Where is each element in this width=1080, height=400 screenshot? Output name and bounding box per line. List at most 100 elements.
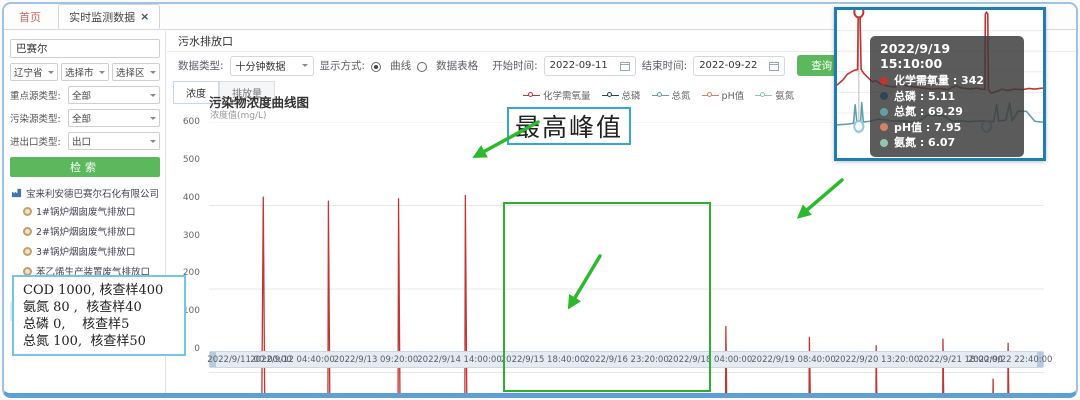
start-date-input[interactable]: 2022-09-11 — [543, 55, 636, 76]
legend-marker — [701, 91, 719, 99]
tree-outlet-label: 1#锅炉烟囱废气排放口 — [36, 207, 136, 218]
pollution-source-type-label: 污染源类型: — [10, 114, 61, 125]
legend-label: 总氮 — [671, 91, 691, 102]
highest-peak-label: 最高峰值 — [507, 107, 631, 145]
display-mode-label: 显示方式: — [319, 60, 366, 72]
legend-label: 氨氮 — [775, 91, 795, 102]
chevron-down-icon — [48, 70, 54, 77]
chart-legend: 化学需氧量 总磷 总氮 pH值 氨氮 — [523, 88, 794, 102]
gas-outlet-icon — [23, 226, 32, 236]
tab-realtime-data[interactable]: 实时监测数据 × — [58, 4, 161, 29]
gas-outlet-icon — [23, 266, 32, 276]
y-tick-label: 600 — [182, 117, 200, 127]
radio-data-table[interactable] — [417, 61, 428, 72]
radio-curve[interactable] — [371, 61, 382, 72]
province-select[interactable]: 辽宁省 — [10, 63, 58, 81]
chevron-down-icon — [150, 70, 156, 77]
gas-outlet-icon — [23, 206, 32, 216]
factory-icon — [11, 188, 22, 198]
x-tick-label: 2022/9/16 23:20:00 — [584, 355, 669, 365]
y-tick-label: 100 — [182, 306, 200, 317]
enterprise-search-input[interactable] — [10, 39, 160, 58]
tooltip-row-nh3n: 氨氮 : 6.07 — [880, 135, 1014, 151]
x-tick-label: 2022/9/14 14:00:00 — [417, 355, 502, 365]
tree-outlet-item[interactable]: 3#锅炉烟囱废气排放口 — [10, 241, 160, 261]
tab-home[interactable]: 首页 — [9, 4, 51, 29]
annotation-arrow — [796, 178, 844, 219]
outlet-type-value: 出口 — [72, 137, 92, 148]
query-button[interactable]: 查询 — [797, 55, 847, 76]
data-type-select[interactable]: 十分钟数据 — [229, 55, 314, 76]
district-select-value: 选择区 — [116, 68, 145, 79]
note-line: 总磷 0, 核查样5 — [23, 317, 130, 332]
key-source-type-select[interactable]: 全部 — [68, 86, 160, 104]
data-type-value: 十分钟数据 — [235, 62, 286, 73]
y-axis-unit: 浓度值(mg/L) — [210, 111, 267, 121]
tree-outlet-item[interactable]: 1#锅炉烟囱废气排放口 — [10, 201, 160, 221]
tooltip-row-text: 总磷 : 5.11 — [894, 89, 956, 103]
series-dot-icon — [880, 76, 888, 85]
x-tick-label: 2022/9/13 09:20:00 — [333, 355, 419, 365]
zoomed-inset-panel: 2022/9/19 15:10:00 化学需氧量 : 342 总磷 : 5.11… — [834, 7, 1046, 161]
legend-item-ph[interactable]: pH值 — [701, 88, 744, 102]
legend-item-nh3n[interactable]: 氨氮 — [755, 88, 794, 102]
x-tick-label: 2022/9/12 04:40:00 — [250, 355, 335, 365]
end-date-value: 2022-09-22 — [699, 60, 758, 71]
calendar-icon — [619, 61, 630, 71]
legend-item-tn[interactable]: 总氮 — [651, 88, 691, 102]
close-icon[interactable]: × — [140, 10, 150, 23]
tab-realtime-label: 实时监测数据 — [69, 10, 136, 24]
chevron-down-icon — [150, 116, 156, 123]
tab-concentration[interactable]: 浓度 — [173, 81, 219, 104]
search-button[interactable]: 检索 — [10, 157, 160, 177]
x-tick-label: 2022/9/20 13:20:00 — [834, 355, 920, 365]
standards-note-box: COD 1000, 核查样400 氨氮 80 , 核查样40 总磷 0, 核查样… — [12, 275, 186, 356]
datazoom-slider[interactable] — [209, 351, 1044, 368]
chevron-down-icon — [301, 64, 308, 70]
tooltip-row-text: 化学需氧量 : 342 — [894, 74, 985, 87]
sub-tabs: 浓度 排放量 — [173, 81, 275, 104]
series-dot-icon — [880, 138, 888, 147]
tree-company-node[interactable]: 宝来利安德巴赛尔石化有限公司 — [10, 184, 160, 201]
y-tick-label: 400 — [182, 192, 200, 203]
tooltip-row-cod: 化学需氧量 : 342 — [880, 73, 1014, 89]
chart-tooltip: 2022/9/19 15:10:00 化学需氧量 : 342 总磷 : 5.11… — [870, 36, 1024, 157]
district-select[interactable]: 选择区 — [112, 63, 160, 81]
note-line: COD 1000, 核查样400 — [23, 283, 164, 298]
legend-marker — [601, 91, 619, 99]
outlet-type-select[interactable]: 出口 — [68, 132, 160, 150]
key-source-type-value: 全部 — [72, 91, 92, 102]
annotation-arrow — [567, 254, 602, 310]
legend-label: 总磷 — [621, 91, 641, 102]
legend-item-tp[interactable]: 总磷 — [601, 88, 641, 102]
highlight-rectangle — [503, 202, 711, 392]
city-select[interactable]: 选择市 — [61, 63, 109, 81]
legend-item-cod[interactable]: 化学需氧量 — [523, 88, 591, 102]
y-axis-labels: 0 100 200 300 400 500 600 — [164, 117, 204, 354]
radio-curve-label: 曲线 — [390, 60, 412, 72]
radio-table-label: 数据表格 — [436, 60, 479, 72]
annotation-arrow — [472, 120, 540, 159]
outlet-type-label: 进出口类型: — [10, 137, 61, 148]
tree-outlet-label: 苯乙烯生产装置废气排放口 — [36, 267, 151, 278]
note-line: 氨氮 80 , 核查样40 — [23, 300, 142, 315]
tooltip-row-text: 氨氮 : 6.07 — [894, 136, 956, 149]
tab-emission[interactable]: 排放量 — [219, 81, 275, 104]
y-tick-label: 500 — [182, 154, 200, 165]
legend-marker — [523, 91, 540, 99]
pollution-source-type-select[interactable]: 全部 — [68, 109, 160, 127]
tree-outlet-item[interactable]: 2#锅炉烟囱废气排放口 — [10, 221, 160, 241]
tree-outlet-item[interactable]: 苯乙烯生产装置废气排放口 — [10, 261, 160, 281]
concentration-plot[interactable] — [209, 122, 1044, 349]
tooltip-row-text: pH值 : 7.95 — [894, 120, 962, 134]
end-time-label: 结束时间: — [641, 60, 688, 72]
end-date-input[interactable]: 2022-09-22 — [693, 55, 786, 76]
y-tick-label: 200 — [182, 268, 200, 279]
pollution-source-type-value: 全部 — [72, 114, 92, 125]
series-dot-icon — [880, 107, 888, 116]
x-tick-label: 2022/9/22 22:40:00 — [967, 355, 1053, 365]
tree-outlet-label: 2#锅炉烟囱废气排放口 — [36, 227, 136, 238]
x-tick-label: 2022/9/21 18:00:00 — [918, 355, 1003, 365]
x-tick-label: 2022/9/15 18:40:00 — [500, 355, 586, 365]
